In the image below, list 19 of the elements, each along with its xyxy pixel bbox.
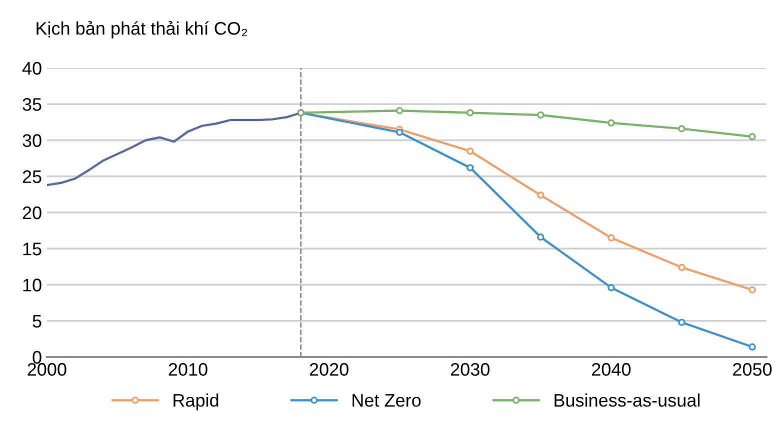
- x-tick-label: 2030: [450, 363, 490, 376]
- y-tick-label: 35: [22, 98, 42, 111]
- chart-title: Kịch bản phát thải khí CO₂: [36, 21, 248, 38]
- y-tick-label: 20: [22, 206, 42, 220]
- legend-label: Rapid: [174, 393, 218, 410]
- y-tick-label: 30: [22, 134, 42, 147]
- x-tick-label: 2050: [733, 363, 772, 376]
- y-tick-label: 15: [23, 242, 42, 256]
- x-tick-label: 2020: [310, 363, 348, 376]
- y-tick-label: 25: [22, 170, 42, 184]
- x-tick-label: 2040: [592, 363, 631, 376]
- y-tick-label: 0: [32, 350, 42, 364]
- y-tick-label: 40: [22, 62, 42, 75]
- legend-label: Business-as-usual: [554, 393, 700, 407]
- x-tick-label: 2010: [168, 363, 208, 376]
- y-tick-label: 10: [23, 278, 42, 292]
- x-tick-label: 2000: [28, 363, 66, 376]
- y-tick-label: 5: [32, 314, 42, 328]
- legend-label: Net Zero: [352, 394, 421, 407]
